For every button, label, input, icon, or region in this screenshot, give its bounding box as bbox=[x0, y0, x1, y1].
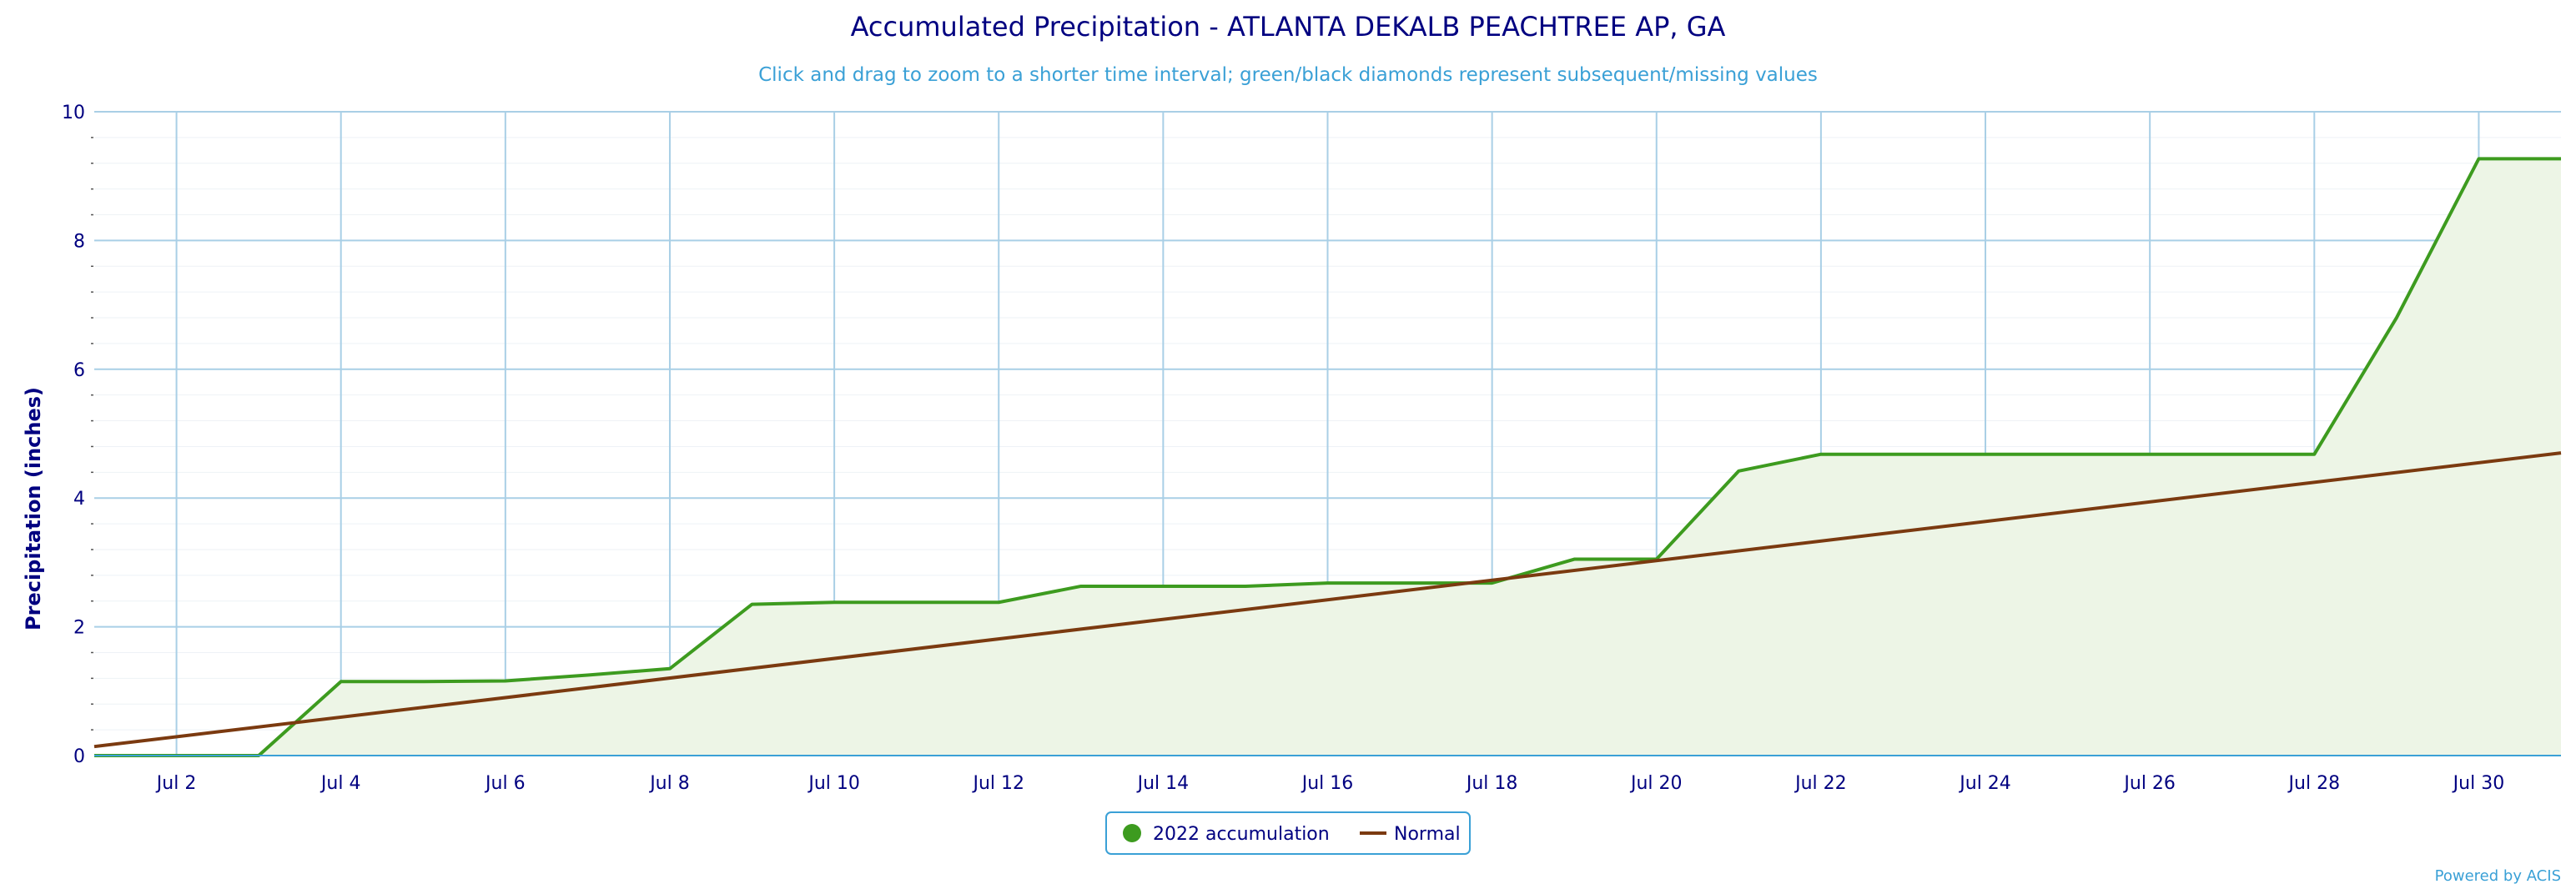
legend-item-2022-accumulation[interactable]: 2022 accumulation bbox=[1153, 824, 1330, 845]
chart-subtitle: Click and drag to zoom to a shorter time… bbox=[758, 64, 1818, 86]
y-axis-label: Precipitation (inches) bbox=[22, 387, 45, 630]
legend[interactable]: 2022 accumulation Normal bbox=[1105, 811, 1471, 855]
plot-area[interactable] bbox=[93, 157, 2562, 757]
x-tick-label: Jul 10 bbox=[807, 773, 860, 794]
accumulation-area bbox=[94, 158, 2561, 756]
x-tick-label: Jul 26 bbox=[2122, 773, 2176, 794]
x-tick-label: Jul 14 bbox=[1136, 773, 1190, 794]
credit-link[interactable]: Powered by ACIS bbox=[2435, 867, 2561, 885]
axes: 0 2 4 6 8 10 Jul 2 Jul 4 Jul 6 Jul 8 Jul 10 Jul 12 J… bbox=[62, 103, 2561, 794]
x-tick-label: Jul 4 bbox=[319, 773, 361, 794]
chart-title: Accumulated Precipitation - ATLANTA DEKA… bbox=[851, 11, 1726, 43]
y-tick-label: 4 bbox=[73, 489, 85, 510]
legend-item-normal[interactable]: Normal bbox=[1394, 824, 1461, 845]
x-tick-label: Jul 6 bbox=[484, 773, 526, 794]
x-tick-label: Jul 2 bbox=[155, 773, 197, 794]
y-tick-label: 10 bbox=[62, 103, 85, 123]
legend-accumulation-marker bbox=[1123, 824, 1141, 842]
x-tick-label: Jul 18 bbox=[1465, 773, 1518, 794]
y-tick-label: 2 bbox=[73, 618, 85, 639]
y-tick-label: 0 bbox=[73, 746, 85, 767]
legend-box bbox=[1105, 811, 1471, 855]
x-tick-label: Jul 12 bbox=[971, 773, 1024, 794]
x-tick-label: Jul 30 bbox=[2452, 773, 2505, 794]
x-tick-label: Jul 22 bbox=[1794, 773, 1847, 794]
x-tick-label: Jul 24 bbox=[1958, 773, 2011, 794]
x-tick-label: Jul 28 bbox=[2287, 773, 2341, 794]
x-tick-label: Jul 8 bbox=[648, 773, 690, 794]
y-tick-label: 6 bbox=[73, 360, 85, 381]
x-tick-label: Jul 20 bbox=[1629, 773, 1683, 794]
x-tick-label: Jul 16 bbox=[1301, 773, 1354, 794]
y-tick-label: 8 bbox=[73, 231, 85, 252]
accumulation-line bbox=[94, 157, 2561, 757]
normal-line bbox=[93, 451, 2562, 749]
